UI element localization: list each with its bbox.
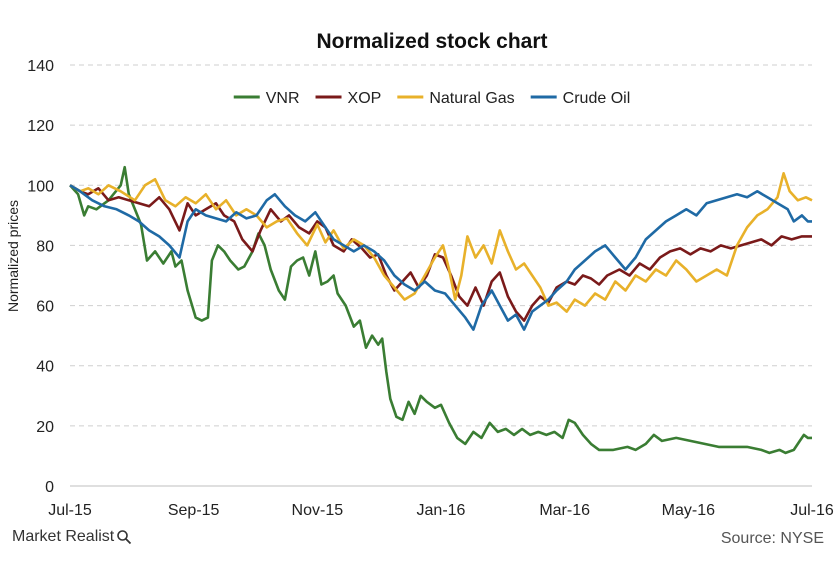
x-tick-label: Jul-16 (790, 502, 834, 519)
y-axis-label: Normalized prices (5, 200, 21, 312)
series-line-vnr (69, 165, 812, 455)
series-line-natural-gas (69, 172, 813, 313)
x-tick-label: Sep-15 (168, 502, 220, 519)
logo-text: Market Realist (12, 528, 115, 545)
x-axis-ticks: Jul-15 Sep-15 Nov-15 Jan-16 Mar-16 May-16 Jul-… (48, 502, 834, 519)
legend: VNR XOP Natural Gas Crude Oil (233, 90, 631, 107)
legend-label: Natural Gas (429, 90, 514, 107)
gridlines (70, 64, 812, 487)
x-tick-label: May-16 (662, 502, 715, 519)
y-tick-label: 20 (36, 419, 54, 436)
y-tick-label: 40 (36, 359, 54, 376)
series-lines (69, 165, 813, 455)
source-note: Source: NYSE (720, 530, 824, 547)
y-tick-label: 80 (36, 238, 54, 255)
magnifier-icon (117, 530, 132, 545)
chart-title: Normalized stock chart (316, 30, 547, 53)
y-tick-label: 0 (45, 479, 54, 496)
market-realist-logo: Market Realist (12, 528, 132, 546)
y-tick-label: 120 (27, 118, 54, 135)
y-tick-label: 60 (36, 299, 54, 316)
y-axis-ticks: 0 20 40 60 80 100 120 140 (27, 58, 54, 496)
legend-label: Crude Oil (563, 90, 631, 107)
legend-label: VNR (266, 90, 300, 107)
y-tick-label: 140 (27, 58, 54, 75)
x-tick-label: Nov-15 (292, 502, 344, 519)
legend-label: XOP (348, 90, 382, 107)
x-tick-label: Jul-15 (48, 502, 92, 519)
x-tick-label: Mar-16 (539, 502, 590, 519)
y-tick-label: 100 (27, 178, 54, 195)
series-line-crude-oil (69, 184, 812, 331)
x-tick-label: Jan-16 (417, 502, 466, 519)
